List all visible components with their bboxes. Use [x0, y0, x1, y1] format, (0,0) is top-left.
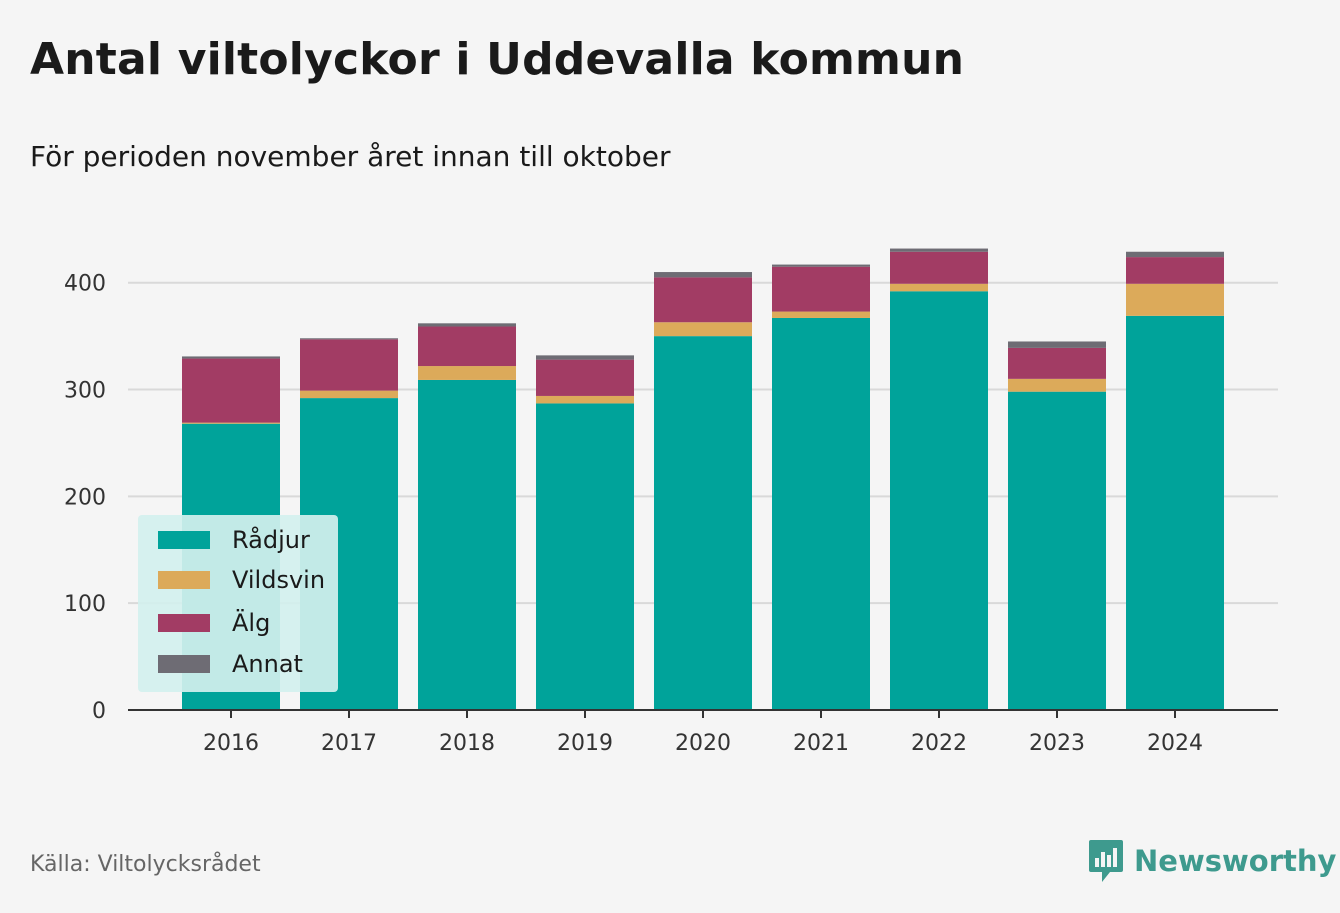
bar-segment	[1008, 341, 1106, 348]
y-tick-label: 0	[92, 699, 106, 724]
bar-segment	[1008, 391, 1106, 710]
bar-segment	[1126, 257, 1224, 284]
x-tick-label: 2017	[321, 731, 377, 756]
y-tick-label: 200	[64, 485, 106, 510]
x-tick-label: 2023	[1029, 731, 1085, 756]
legend-entry: Rådjur	[158, 525, 310, 555]
bar-segment	[1126, 251, 1224, 258]
legend-label: Älg	[232, 609, 271, 637]
x-tick-label: 2016	[203, 731, 259, 756]
bar-segment	[1126, 283, 1224, 316]
bar-segment	[182, 422, 280, 424]
brand-name: Newsworthy	[1134, 844, 1337, 878]
newsworthy-logo-icon	[1089, 840, 1123, 882]
y-tick-label: 400	[64, 272, 106, 297]
bar-segment	[890, 251, 988, 284]
brand-logo: Newsworthy	[1088, 838, 1336, 884]
y-tick-label: 100	[64, 592, 106, 617]
chart-legend: Rådjur Vildsvin Älg Annat	[138, 515, 338, 692]
bar-segment	[890, 291, 988, 710]
bar-segment	[890, 248, 988, 252]
bar-segment	[1008, 378, 1106, 392]
legend-swatch	[158, 531, 210, 549]
y-tick-label: 300	[64, 379, 106, 404]
legend-label: Vildsvin	[232, 566, 326, 594]
bar-segment	[654, 336, 752, 710]
legend-swatch	[158, 614, 210, 632]
legend-label: Annat	[232, 650, 303, 678]
x-tick-label: 2020	[675, 731, 731, 756]
bar-segment	[1008, 347, 1106, 379]
bar-segment	[890, 283, 988, 292]
x-tick-label: 2018	[439, 731, 495, 756]
bar-segment	[772, 264, 870, 267]
bar-segment	[772, 317, 870, 710]
bar-segment	[182, 358, 280, 423]
bar-segment	[654, 277, 752, 323]
bar-segment	[772, 311, 870, 318]
bar-segment	[418, 379, 516, 710]
x-tick-label: 2019	[557, 731, 613, 756]
x-tick-label: 2021	[793, 731, 849, 756]
bar-segment	[418, 366, 516, 380]
bar-segment	[536, 355, 634, 360]
bar-segment	[300, 338, 398, 340]
bar-segment	[536, 359, 634, 396]
chart-title: Antal viltolyckor i Uddevalla kommun	[30, 34, 965, 85]
bar-segment	[772, 266, 870, 312]
bar-segment	[1126, 315, 1224, 710]
legend-swatch	[158, 571, 210, 589]
chart-subtitle: För perioden november året innan till ok…	[30, 140, 671, 173]
bar-segment	[418, 323, 516, 327]
legend-swatch	[158, 655, 210, 673]
legend-label: Rådjur	[232, 526, 310, 554]
bar-segment	[654, 322, 752, 337]
x-tick-label: 2024	[1147, 731, 1203, 756]
bar-segment	[300, 390, 398, 399]
bar-segment	[536, 403, 634, 710]
legend-entry: Vildsvin	[158, 565, 325, 595]
legend-entry: Annat	[158, 649, 303, 679]
bar-segment	[418, 326, 516, 367]
bar-segment	[182, 356, 280, 359]
x-tick-label: 2022	[911, 731, 967, 756]
bar-segment	[300, 339, 398, 391]
bar-segment	[536, 395, 634, 404]
source-note: Källa: Viltolycksrådet	[30, 852, 261, 877]
legend-entry: Älg	[158, 608, 270, 638]
bar-segment	[654, 272, 752, 278]
